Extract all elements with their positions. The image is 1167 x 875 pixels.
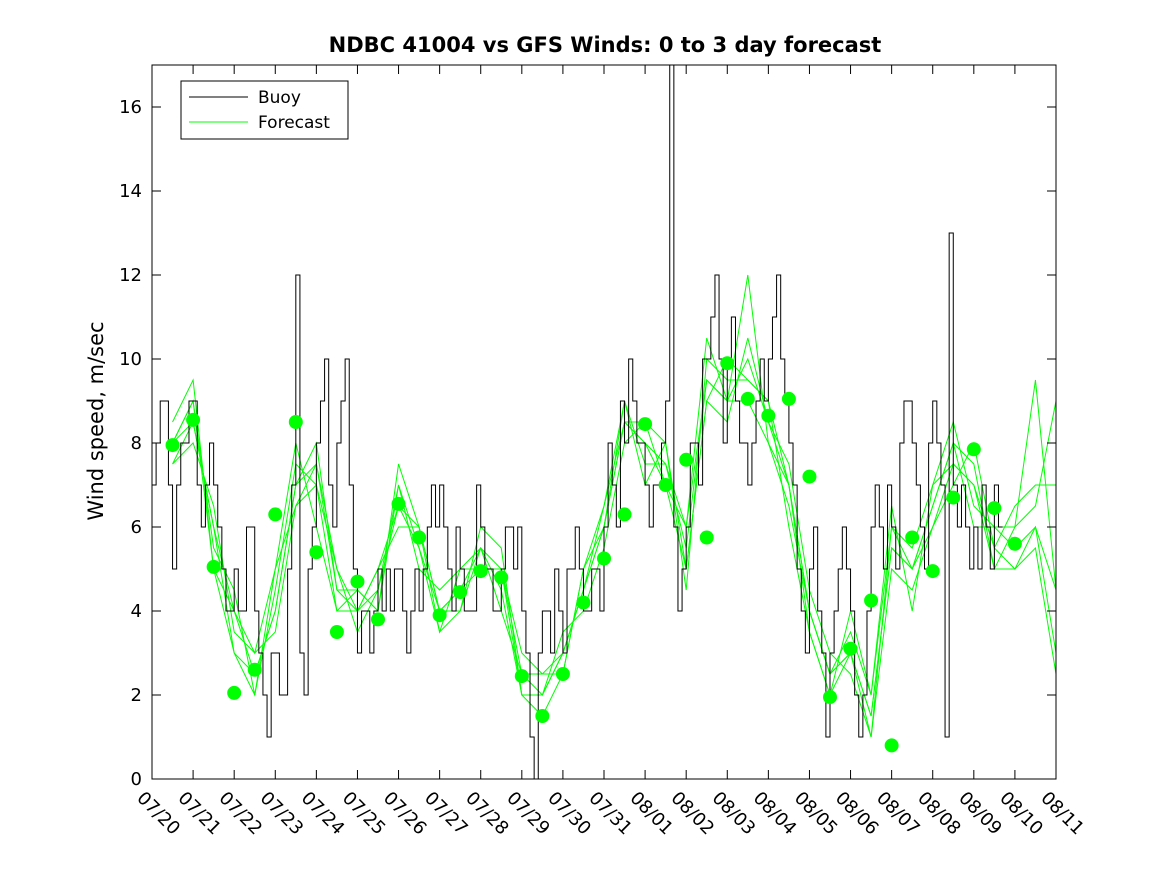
analysis-point <box>473 564 488 579</box>
analysis-point <box>679 452 694 467</box>
y-tick-label: 0 <box>131 769 142 790</box>
chart-title: NDBC 41004 vs GFS Winds: 0 to 3 day fore… <box>329 33 882 57</box>
analysis-point <box>658 478 673 492</box>
analysis-point <box>329 625 344 639</box>
analysis-point <box>412 530 427 545</box>
analysis-point <box>884 738 899 753</box>
x-tick-label: 08/01 <box>626 788 678 840</box>
analysis-point <box>864 593 879 608</box>
analysis-point <box>391 496 406 511</box>
y-axis-label: Wind speed, m/sec <box>84 321 108 520</box>
analysis-point <box>823 690 837 705</box>
legend-forecast-label: Forecast <box>258 113 330 133</box>
x-tick-label: 07/20 <box>132 788 184 840</box>
x-tick-label: 07/28 <box>461 788 513 840</box>
y-tick-label: 12 <box>119 265 142 286</box>
analysis-point <box>966 442 981 457</box>
analysis-point <box>720 356 735 371</box>
analysis-point <box>802 469 817 484</box>
y-tick-label: 4 <box>131 601 142 622</box>
y-tick-label: 14 <box>119 181 142 202</box>
analysis-point <box>925 564 940 579</box>
y-tick-label: 2 <box>131 685 142 706</box>
legend-box <box>180 80 349 140</box>
analysis-point <box>247 662 262 677</box>
analysis-point <box>740 391 755 406</box>
legend: Buoy Forecast <box>180 80 349 140</box>
x-tick-label: 08/10 <box>995 788 1047 840</box>
analysis-point <box>227 685 242 700</box>
analysis-point <box>699 530 714 545</box>
analysis-point <box>453 585 468 600</box>
legend-buoy-label: Buoy <box>258 88 301 108</box>
x-tick-label: 07/22 <box>215 788 267 840</box>
analysis-point <box>761 408 776 423</box>
forecast-line-6 <box>172 337 1056 738</box>
analysis-point <box>165 438 180 453</box>
analysis-point <box>781 391 796 406</box>
analysis-point <box>638 417 653 432</box>
plot-area <box>152 65 1056 779</box>
x-tick-label: 08/02 <box>667 788 719 840</box>
x-tick-label: 08/06 <box>831 788 883 840</box>
analysis-point <box>371 612 385 627</box>
analysis-point <box>288 415 303 429</box>
x-tick-label: 08/09 <box>954 788 1006 840</box>
y-tick-label: 10 <box>119 349 142 370</box>
x-tick-label: 07/23 <box>256 788 308 840</box>
analysis-point <box>186 412 201 427</box>
x-tick-label: 07/21 <box>174 788 226 840</box>
analysis-point <box>555 667 570 681</box>
analysis-point <box>617 507 632 522</box>
analysis-point <box>494 570 509 585</box>
x-tick-label: 08/04 <box>749 788 801 840</box>
analysis-point <box>905 530 920 545</box>
analysis-point <box>535 709 550 723</box>
analysis-point <box>206 559 221 574</box>
analysis-point <box>309 545 324 560</box>
analysis-point <box>987 501 1002 516</box>
buoy-line <box>152 65 1003 779</box>
plot-clipped <box>152 65 1056 779</box>
x-tick-label: 08/03 <box>708 788 760 840</box>
x-tick-label: 07/29 <box>502 788 554 840</box>
x-tick-label: 07/25 <box>338 788 390 840</box>
y-tick-label: 6 <box>131 517 142 538</box>
analysis-point <box>350 574 365 589</box>
analysis-point <box>432 608 447 623</box>
analysis-point <box>268 507 283 522</box>
x-tick-label: 08/05 <box>790 788 842 840</box>
y-tick-label: 8 <box>131 433 142 454</box>
x-tick-label: 07/31 <box>584 788 636 840</box>
analysis-point <box>946 490 961 505</box>
x-tick-label: 07/24 <box>297 788 349 840</box>
x-tick-label: 07/26 <box>379 788 431 840</box>
x-tick-label: 07/30 <box>543 788 595 840</box>
x-tick-label: 07/27 <box>420 788 472 840</box>
forecast-line-3 <box>172 337 1056 738</box>
analysis-point <box>1007 536 1022 551</box>
analysis-point <box>576 595 591 610</box>
y-tick-label: 16 <box>119 97 142 118</box>
analysis-point <box>514 669 529 684</box>
analysis-point <box>843 641 858 656</box>
x-tick-label: 08/08 <box>913 788 965 840</box>
forecast-line-2 <box>172 357 1056 697</box>
analysis-point <box>597 551 611 566</box>
x-tick-label: 08/11 <box>1036 788 1088 840</box>
forecast-line-5 <box>172 358 1056 717</box>
x-tick-label: 08/07 <box>872 788 924 840</box>
